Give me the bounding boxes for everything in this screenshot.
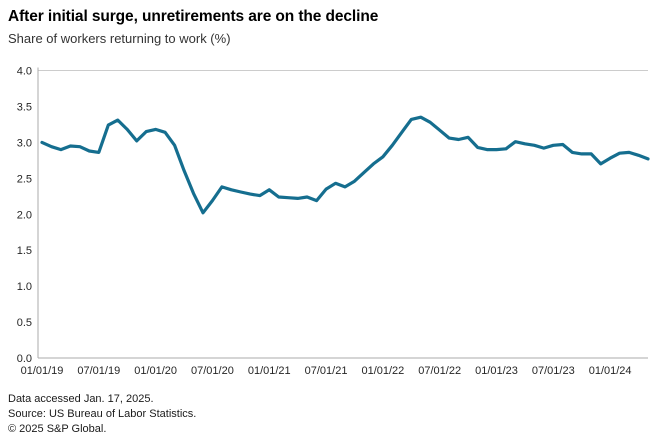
y-tick-label: 0.5 — [17, 317, 32, 329]
x-tick-label: 07/01/21 — [305, 365, 348, 377]
y-tick-label: 2.0 — [17, 209, 32, 221]
y-tick-label: 4.0 — [17, 66, 32, 78]
y-tick-label: 1.0 — [17, 281, 32, 293]
x-tick-label: 01/01/21 — [248, 365, 291, 377]
y-tick-label: 3.0 — [17, 137, 32, 149]
chart-title: After initial surge, unretirements are o… — [8, 8, 379, 25]
footnote-data-accessed: Data accessed Jan. 17, 2025. — [8, 393, 154, 405]
x-tick-label: 01/01/23 — [475, 365, 518, 377]
y-tick-label: 2.5 — [17, 173, 32, 185]
y-tick-label: 0.0 — [17, 353, 32, 365]
footnote-copyright: © 2025 S&P Global. — [8, 423, 107, 435]
chart-footnotes: Data accessed Jan. 17, 2025. Source: US … — [8, 392, 196, 437]
x-tick-label: 07/01/20 — [191, 365, 234, 377]
y-tick-label: 1.5 — [17, 245, 32, 257]
chart-subtitle: Share of workers returning to work (%) — [8, 31, 231, 46]
x-tick-label: 01/01/20 — [134, 365, 177, 377]
unretirements-line-chart: 0.0 0.5 1.0 1.5 2.0 2.5 3.0 3.5 4.0 01/01/19 07/01… — [17, 66, 650, 377]
x-tick-label: 07/01/22 — [418, 365, 461, 377]
x-tick-label: 01/01/19 — [21, 365, 64, 377]
footnote-source: Source: US Bureau of Labor Statistics. — [8, 408, 197, 420]
x-tick-label: 07/01/19 — [77, 365, 120, 377]
x-tick-label: 01/01/24 — [589, 365, 632, 377]
x-tick-label: 01/01/22 — [361, 365, 404, 377]
y-tick-label: 3.5 — [17, 101, 32, 113]
x-tick-label: 07/01/23 — [532, 365, 575, 377]
data-line-monthly — [40, 115, 650, 215]
